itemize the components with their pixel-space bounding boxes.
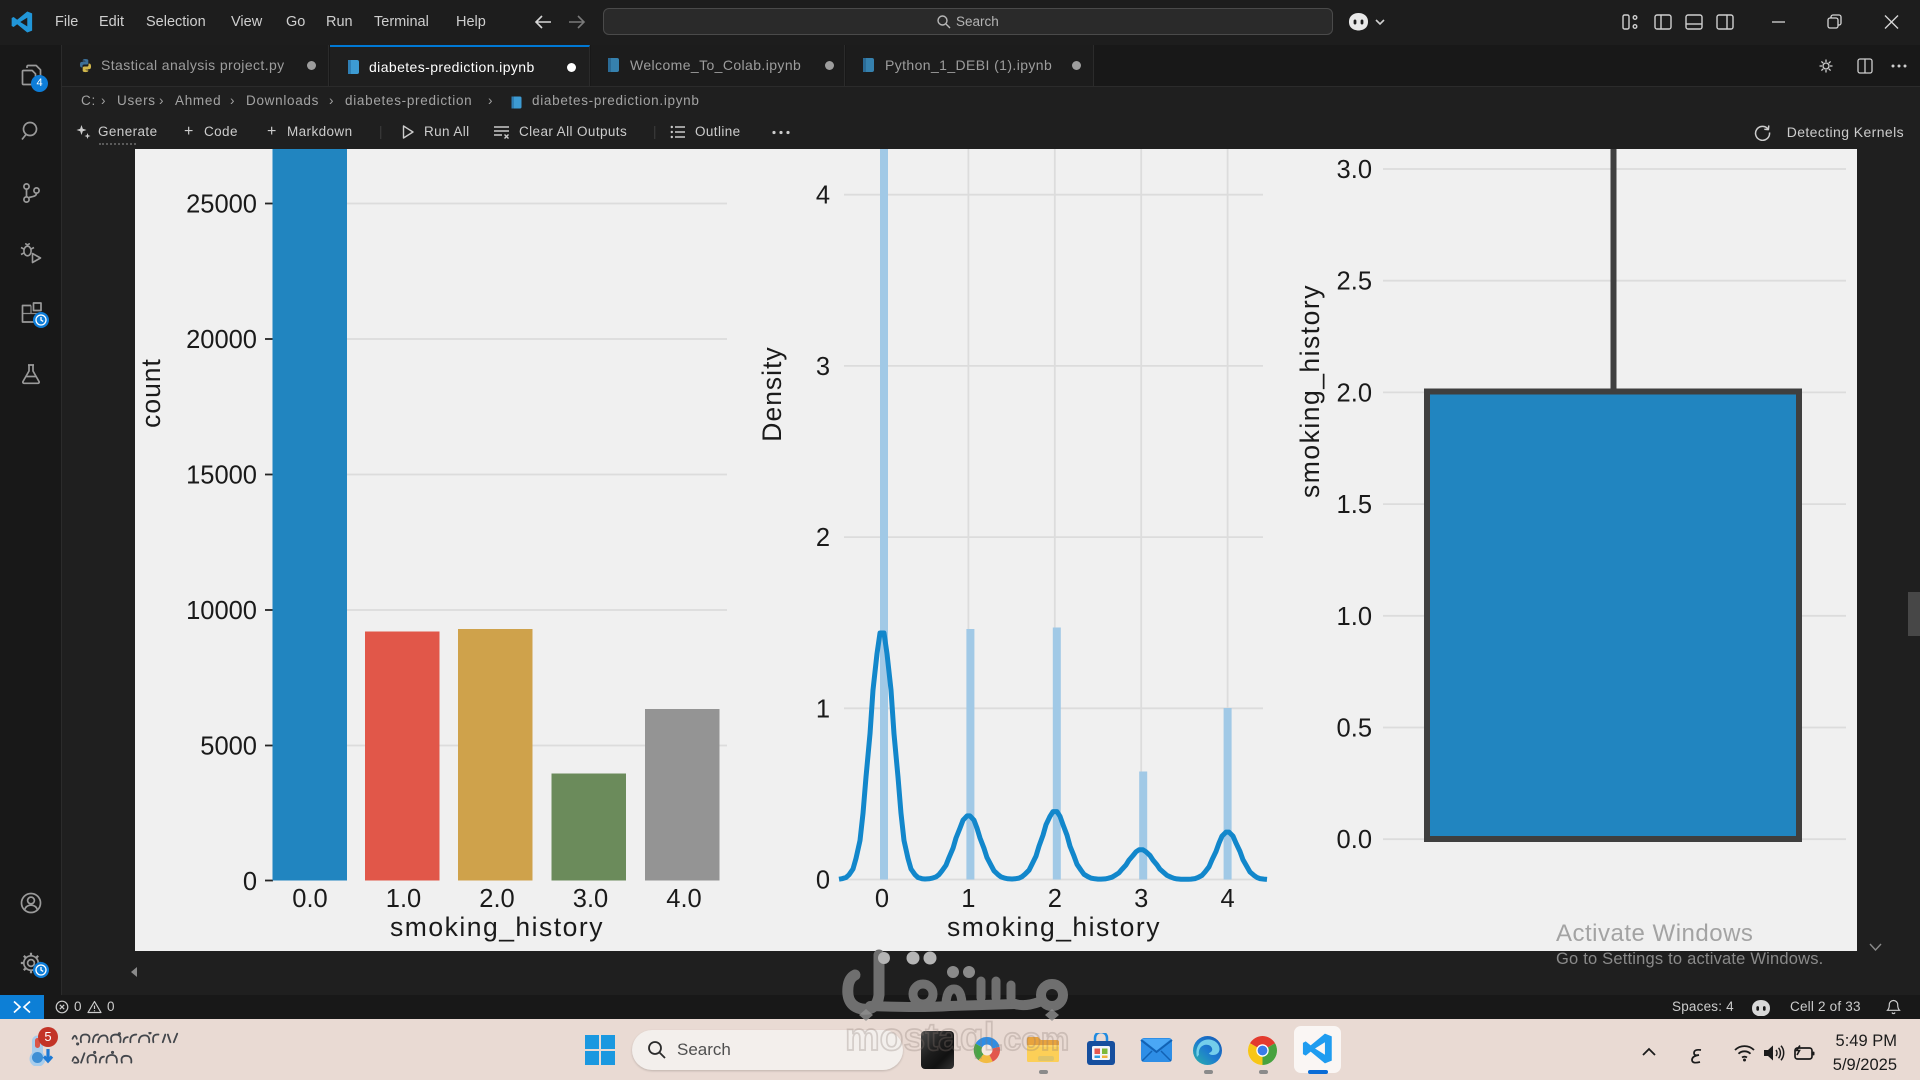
- svg-text:5000: 5000: [200, 733, 257, 761]
- svg-text:Activate Windows: Activate Windows: [1556, 920, 1753, 947]
- svg-text:2.0: 2.0: [1337, 379, 1372, 407]
- svg-text:3.0: 3.0: [573, 885, 608, 913]
- svg-text:3.0: 3.0: [1337, 156, 1372, 184]
- svg-text:10000: 10000: [186, 597, 257, 625]
- svg-text:2: 2: [816, 524, 830, 552]
- svg-text:Density: Density: [757, 346, 787, 441]
- svg-text:0.0: 0.0: [1337, 826, 1372, 854]
- svg-text:smoking_history: smoking_history: [1295, 284, 1325, 498]
- svg-text:20000: 20000: [186, 326, 257, 354]
- svg-text:2.5: 2.5: [1337, 268, 1372, 296]
- svg-text:4.0: 4.0: [666, 885, 701, 913]
- svg-text:1.5: 1.5: [1337, 491, 1372, 519]
- svg-text:1.0: 1.0: [1337, 603, 1372, 631]
- svg-text:3: 3: [1134, 885, 1148, 913]
- svg-text:1: 1: [816, 695, 830, 723]
- svg-text:0: 0: [816, 867, 830, 895]
- svg-text:smoking_history: smoking_history: [947, 912, 1161, 942]
- svg-text:4: 4: [1221, 885, 1235, 913]
- svg-text:0.0: 0.0: [292, 885, 327, 913]
- svg-text:smoking_history: smoking_history: [390, 912, 604, 942]
- svg-text:1: 1: [961, 885, 975, 913]
- svg-text:2: 2: [1048, 885, 1062, 913]
- svg-text:15000: 15000: [186, 462, 257, 490]
- svg-text:0: 0: [875, 885, 889, 913]
- svg-text:count: count: [136, 358, 166, 428]
- svg-text:2.0: 2.0: [479, 885, 514, 913]
- svg-text:4: 4: [816, 182, 830, 210]
- svg-text:0.5: 0.5: [1337, 715, 1372, 743]
- svg-text:1.0: 1.0: [386, 885, 421, 913]
- svg-text:0: 0: [243, 868, 257, 896]
- svg-text:25000: 25000: [186, 191, 257, 219]
- svg-text:3: 3: [816, 353, 830, 381]
